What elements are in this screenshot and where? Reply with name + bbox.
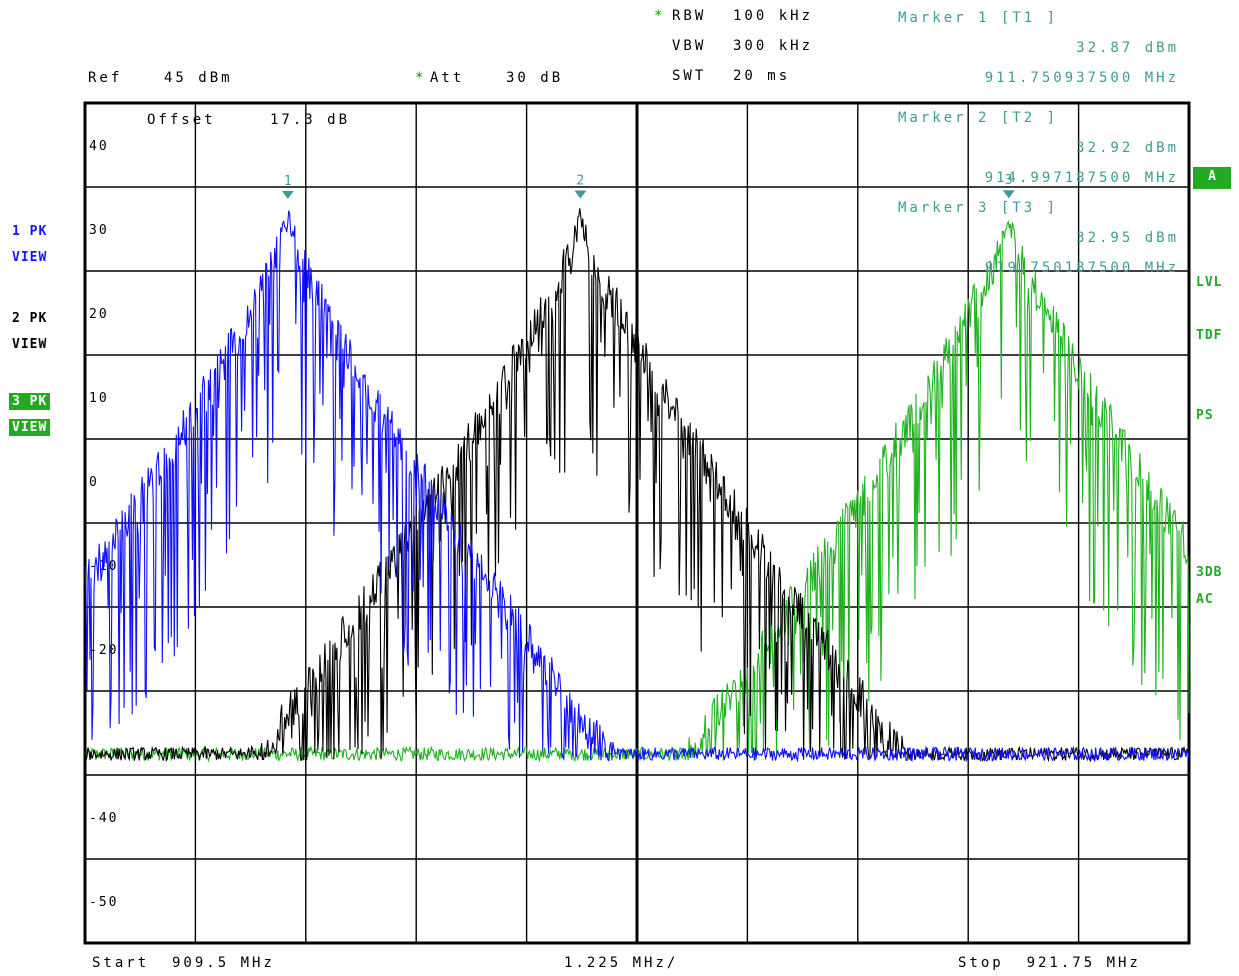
ref-label: Ref: [88, 70, 123, 86]
marker2-level: 32.92 dBm: [1076, 140, 1179, 156]
3db-indicator: 3DB: [1196, 565, 1223, 580]
ac-indicator: AC: [1196, 592, 1214, 607]
att-value: 30 dB: [506, 70, 564, 86]
offset-value: 17.3 dB: [270, 112, 351, 128]
grid: [85, 103, 1189, 943]
trace3-mode[interactable]: 3 PK: [9, 393, 51, 410]
lvl-indicator: LVL: [1196, 275, 1223, 290]
y-tick-label: 20: [89, 307, 109, 322]
ref-value: 45 dBm: [164, 70, 233, 86]
marker2-title: Marker 2 [T2 ]: [898, 110, 1059, 126]
ps-indicator: PS: [1196, 408, 1214, 423]
trace1-view[interactable]: VIEW: [12, 250, 48, 265]
y-tick-label: 30: [89, 223, 109, 238]
rbw-label: RBW: [672, 8, 707, 24]
marker-3-triangle: [1002, 190, 1015, 199]
rbw-star: *: [654, 8, 666, 24]
marker3-freq: 919.750187500 MHz: [984, 260, 1179, 276]
start-freq: Start 909.5 MHz: [92, 955, 275, 971]
marker3-level: 32.95 dBm: [1076, 230, 1179, 246]
y-tick-label-bg: [91, 472, 135, 490]
marker2-freq: 914.997187500 MHz: [984, 170, 1179, 186]
marker-2-triangle: [574, 190, 587, 199]
vbw-label: VBW: [672, 38, 707, 54]
swt-label: SWT: [672, 68, 707, 84]
y-tick-label: -50: [89, 895, 118, 910]
traces: [84, 208, 1190, 763]
y-tick-label-bg: [91, 388, 135, 406]
trace2-mode[interactable]: 2 PK: [12, 311, 48, 326]
marker-3-number: 3: [1005, 173, 1013, 188]
marker-1-number: 1: [284, 174, 292, 189]
att-label: Att: [430, 70, 465, 86]
y-tick-label-bg: [91, 304, 135, 322]
marker-symbols: 1 2 3: [281, 173, 1015, 199]
y-tick-label: -40: [89, 811, 118, 826]
y-tick-label-bg: [91, 136, 135, 154]
tdf-indicator: TDF: [1196, 328, 1223, 343]
trace2-view[interactable]: VIEW: [12, 337, 48, 352]
y-tick-label: 10: [89, 391, 109, 406]
trace3-view[interactable]: VIEW: [9, 419, 51, 436]
span-per-div: 1.225 MHz/: [564, 955, 679, 971]
vbw-value: 300 kHz: [733, 38, 814, 54]
y-tick-label-bg: [91, 220, 135, 238]
marker-1-triangle: [281, 190, 294, 199]
marker1-level: 32.87 dBm: [1076, 40, 1179, 56]
offset-label: Offset: [147, 112, 216, 128]
y-tick-label: 40: [89, 139, 109, 154]
y-tick-label-bg: [91, 808, 135, 826]
marker3-title: Marker 3 [T3 ]: [898, 200, 1059, 216]
swt-value: 20 ms: [733, 68, 791, 84]
marker1-freq: 911.750937500 MHz: [984, 70, 1179, 86]
rbw-value: 100 kHz: [733, 8, 814, 24]
y-tick-label-bg: [91, 892, 135, 910]
trace-1-line: [84, 210, 1190, 763]
trace1-mode[interactable]: 1 PK: [12, 224, 48, 239]
marker-2-number: 2: [576, 173, 584, 188]
trace-2-line: [84, 208, 1190, 763]
trace-a-indicator: A: [1193, 167, 1231, 189]
stop-freq: Stop 921.75 MHz: [958, 955, 1141, 971]
att-star: *: [415, 70, 427, 86]
marker1-title: Marker 1 [T1 ]: [898, 10, 1059, 26]
y-tick-label: 0: [89, 475, 99, 490]
